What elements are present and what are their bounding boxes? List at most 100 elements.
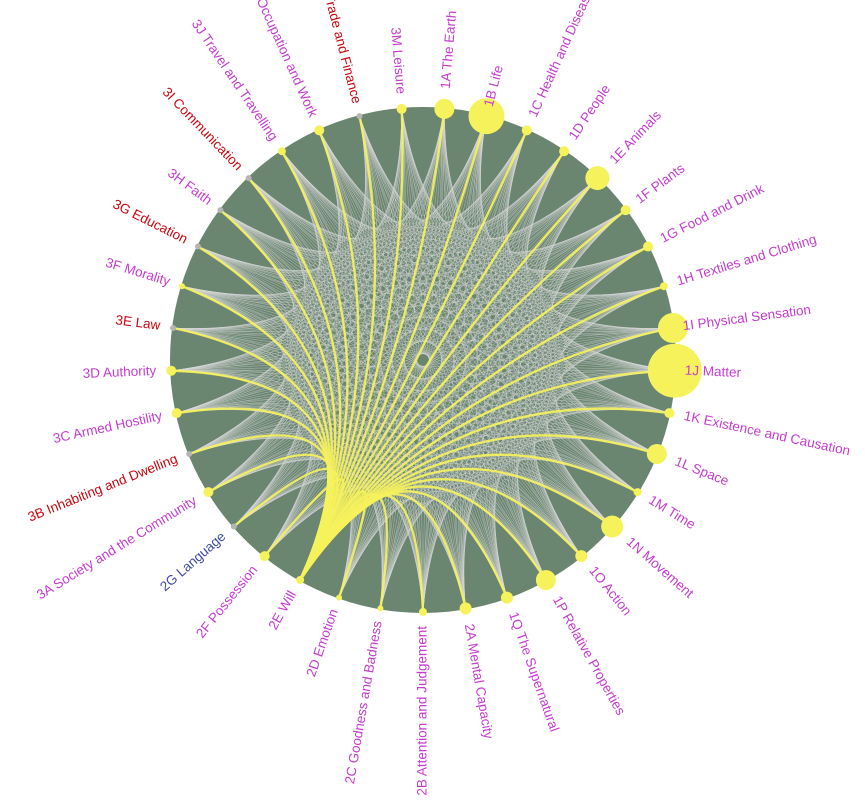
edge bbox=[197, 246, 649, 296]
edge bbox=[220, 209, 670, 414]
edge bbox=[359, 116, 395, 609]
highlight-edges bbox=[171, 108, 675, 613]
edge bbox=[474, 116, 582, 557]
node-label: 3C Armed Hostility bbox=[52, 408, 164, 446]
node-label: 1H Textiles and Clothing bbox=[675, 231, 818, 288]
edge bbox=[401, 108, 638, 493]
node bbox=[186, 450, 193, 457]
edge bbox=[318, 130, 657, 455]
edge bbox=[359, 116, 673, 329]
node bbox=[245, 175, 252, 182]
node-label: 2F Possession bbox=[193, 562, 260, 640]
edge bbox=[171, 369, 281, 414]
edge bbox=[171, 327, 280, 371]
edge bbox=[172, 327, 285, 455]
node bbox=[419, 608, 427, 616]
edge bbox=[401, 108, 487, 218]
edge bbox=[197, 246, 508, 598]
edge bbox=[173, 246, 287, 332]
node-label: 3G Education bbox=[110, 196, 190, 246]
edge bbox=[476, 130, 528, 598]
node bbox=[647, 343, 702, 398]
edge bbox=[220, 209, 665, 304]
node-label: 1M Time bbox=[646, 492, 698, 532]
node-label: 1P Relative Properties bbox=[550, 593, 629, 718]
node bbox=[179, 283, 186, 290]
node-label: 3D Authority bbox=[82, 363, 156, 381]
node bbox=[336, 594, 343, 601]
node bbox=[459, 602, 472, 615]
edge bbox=[172, 327, 547, 581]
edge bbox=[220, 116, 369, 254]
node-label: 3F Morality bbox=[104, 255, 172, 289]
edge bbox=[359, 116, 582, 557]
edge bbox=[248, 130, 349, 244]
edge bbox=[173, 209, 295, 331]
edge bbox=[220, 177, 316, 266]
edge bbox=[181, 108, 402, 296]
edge bbox=[233, 108, 403, 527]
node-label: 1B Life bbox=[481, 64, 506, 108]
node bbox=[468, 98, 505, 135]
edge bbox=[208, 116, 487, 493]
highlight-edge bbox=[299, 493, 389, 609]
edge bbox=[171, 246, 287, 371]
highlight-edge bbox=[299, 209, 627, 581]
edge bbox=[176, 151, 565, 414]
edge bbox=[171, 370, 290, 493]
edge bbox=[359, 116, 657, 455]
node bbox=[434, 98, 455, 119]
edge bbox=[483, 151, 565, 598]
node bbox=[314, 125, 325, 136]
edge bbox=[281, 151, 665, 299]
edge bbox=[281, 151, 673, 330]
edge bbox=[359, 116, 638, 493]
highlight-edge bbox=[299, 108, 404, 581]
edge bbox=[318, 130, 675, 371]
edge bbox=[359, 116, 613, 527]
edge bbox=[442, 108, 528, 223]
edge bbox=[181, 209, 626, 304]
edge bbox=[171, 370, 613, 527]
edge bbox=[189, 413, 657, 455]
edge bbox=[458, 494, 547, 609]
edge bbox=[248, 177, 673, 330]
edge bbox=[281, 151, 670, 414]
edge bbox=[380, 209, 626, 609]
node bbox=[171, 408, 182, 419]
edge bbox=[248, 177, 657, 455]
node bbox=[356, 113, 363, 120]
node bbox=[646, 443, 667, 464]
node bbox=[396, 103, 407, 114]
node-label: 1I Physical Sensation bbox=[682, 302, 812, 333]
edge bbox=[248, 177, 385, 609]
edge bbox=[518, 151, 626, 260]
edge bbox=[176, 405, 301, 527]
edge bbox=[171, 370, 582, 557]
node-label: 2B Attention and Judgement bbox=[415, 626, 430, 796]
edge bbox=[359, 116, 670, 414]
edge bbox=[380, 246, 649, 609]
node bbox=[203, 487, 214, 498]
edge bbox=[401, 108, 582, 557]
node-label: 1L Space bbox=[673, 454, 731, 489]
edge bbox=[401, 108, 613, 527]
highlight-edge bbox=[299, 129, 528, 581]
node bbox=[535, 569, 556, 590]
edge bbox=[470, 116, 547, 581]
edge bbox=[189, 130, 528, 455]
edge bbox=[422, 209, 626, 613]
edge bbox=[459, 151, 565, 609]
edge bbox=[233, 108, 445, 527]
node bbox=[194, 243, 201, 250]
edge bbox=[562, 370, 675, 455]
edge bbox=[181, 246, 290, 309]
edge bbox=[181, 177, 307, 301]
edge bbox=[359, 116, 675, 371]
edge bbox=[181, 246, 649, 309]
edge bbox=[281, 151, 675, 371]
edge bbox=[208, 108, 445, 493]
edge bbox=[472, 116, 565, 231]
edge bbox=[172, 327, 582, 557]
